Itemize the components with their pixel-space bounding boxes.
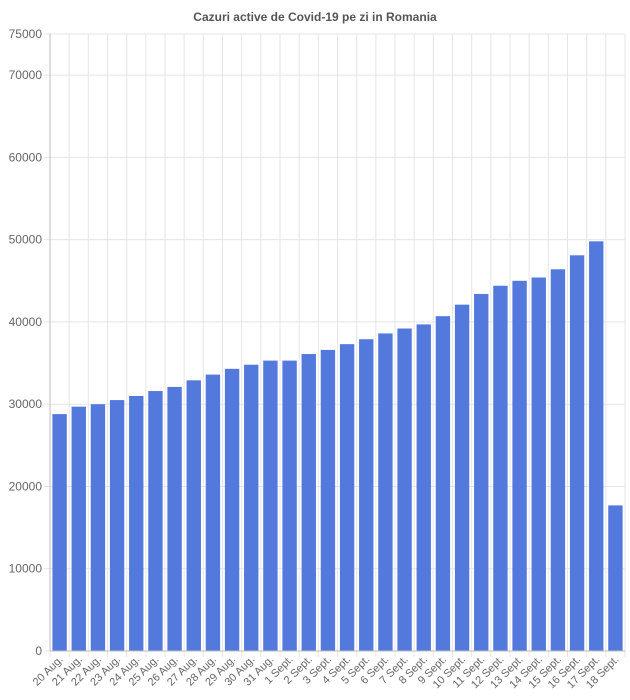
bar xyxy=(109,400,125,651)
bar xyxy=(493,285,508,651)
bar xyxy=(512,280,527,651)
y-tick-label: 50000 xyxy=(9,233,43,247)
bar xyxy=(608,505,623,651)
bar xyxy=(416,324,431,651)
bar xyxy=(320,349,336,651)
bar xyxy=(454,304,470,651)
bar xyxy=(71,406,86,651)
y-tick-label: 40000 xyxy=(9,315,43,329)
bar xyxy=(244,364,259,651)
bar xyxy=(550,269,566,651)
bar xyxy=(339,344,355,651)
bar xyxy=(301,354,316,651)
bar xyxy=(359,339,374,651)
axes xyxy=(49,34,625,652)
x-tick-labels: 20 Aug.21 Aug.22 Aug.23 Aug.24 Aug.25 Au… xyxy=(31,654,622,691)
y-tick-label: 10000 xyxy=(9,562,43,576)
y-tick-label: 20000 xyxy=(9,479,43,493)
bar xyxy=(90,404,106,651)
bar xyxy=(435,316,451,651)
bar xyxy=(531,277,546,651)
y-tick-label: 75000 xyxy=(9,27,43,41)
y-tick-label: 70000 xyxy=(9,68,43,82)
bar xyxy=(186,380,201,651)
bar xyxy=(129,395,144,651)
bar xyxy=(52,414,67,651)
y-tick-label: 30000 xyxy=(9,397,43,411)
bar xyxy=(282,360,297,651)
bar xyxy=(205,374,221,651)
grid xyxy=(44,33,626,657)
bar xyxy=(148,391,163,651)
y-tick-labels: 0 10000 20000 30000 40000 50000 60000 70000 7500… xyxy=(9,27,43,658)
bar xyxy=(569,255,585,652)
bar xyxy=(397,328,412,651)
y-tick-label: 60000 xyxy=(9,150,43,164)
bar xyxy=(263,360,278,651)
bar xyxy=(589,241,604,651)
y-tick-label: 0 xyxy=(35,644,42,658)
bars xyxy=(52,241,623,652)
chart-title: Cazuri active de Covid-19 pe zi in Roman… xyxy=(193,10,437,24)
bar xyxy=(474,293,489,651)
bar xyxy=(378,333,393,651)
bar xyxy=(167,386,182,651)
bar xyxy=(224,368,240,651)
